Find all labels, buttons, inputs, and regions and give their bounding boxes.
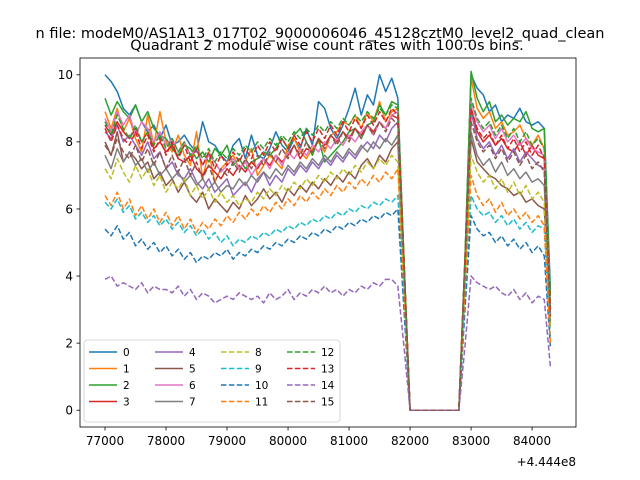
legend-label-2: 2 (123, 380, 130, 392)
x-tick-label: 82000 (391, 434, 429, 448)
series-line-5 (104, 131, 552, 411)
y-tick-label: 10 (58, 68, 73, 82)
series-line-13 (104, 107, 552, 411)
series-line-14 (104, 275, 552, 411)
x-tick-label: 77000 (86, 434, 124, 448)
legend-label-15: 15 (321, 396, 334, 408)
legend-label-11: 11 (255, 396, 268, 408)
x-axis-offset-label: +4.444e8 (517, 455, 576, 469)
chart-title: Quadrant 2 module wise count rates with … (130, 38, 524, 54)
legend-label-13: 13 (321, 363, 334, 375)
series-line-4 (104, 110, 552, 411)
x-tick-label: 83000 (452, 434, 490, 448)
x-tick-label: 79000 (208, 434, 246, 448)
series-line-15 (104, 117, 552, 411)
legend-label-4: 4 (189, 347, 196, 359)
x-tick-label: 80000 (269, 434, 307, 448)
legend-label-1: 1 (123, 363, 130, 375)
series-line-9 (104, 194, 552, 411)
y-axis: 0 2 4 6 8 10 (58, 68, 80, 418)
y-tick-label: 6 (65, 202, 73, 216)
legend-label-0: 0 (123, 347, 130, 359)
legend-label-14: 14 (321, 380, 335, 392)
y-tick-label: 2 (65, 336, 73, 350)
legend-label-9: 9 (255, 363, 262, 375)
legend-label-5: 5 (189, 363, 196, 375)
series-line-11 (104, 167, 552, 411)
x-tick-label: 84000 (513, 434, 551, 448)
y-tick-label: 4 (65, 269, 73, 283)
legend-label-8: 8 (255, 347, 262, 359)
figure-suptitle: n file: modeM0/AS1A13_017T02_9000006046_… (36, 26, 605, 42)
series-line-7 (104, 131, 552, 411)
y-tick-label: 8 (65, 135, 73, 149)
series-line-12 (104, 97, 552, 411)
legend-label-3: 3 (123, 396, 130, 408)
y-tick-label: 0 (65, 404, 73, 418)
series-line-8 (104, 154, 552, 411)
series-line-10 (104, 208, 552, 411)
x-axis: 77000 78000 79000 80000 81000 82000 83000 84000 (86, 427, 551, 448)
legend-label-10: 10 (255, 380, 268, 392)
x-tick-label: 78000 (147, 434, 185, 448)
legend-label-12: 12 (321, 347, 334, 359)
legend-label-6: 6 (189, 380, 196, 392)
legend-label-7: 7 (189, 396, 196, 408)
series-layer (104, 70, 552, 411)
legend-box (83, 339, 341, 423)
axes-frame (79, 57, 577, 428)
x-tick-label: 81000 (330, 434, 368, 448)
